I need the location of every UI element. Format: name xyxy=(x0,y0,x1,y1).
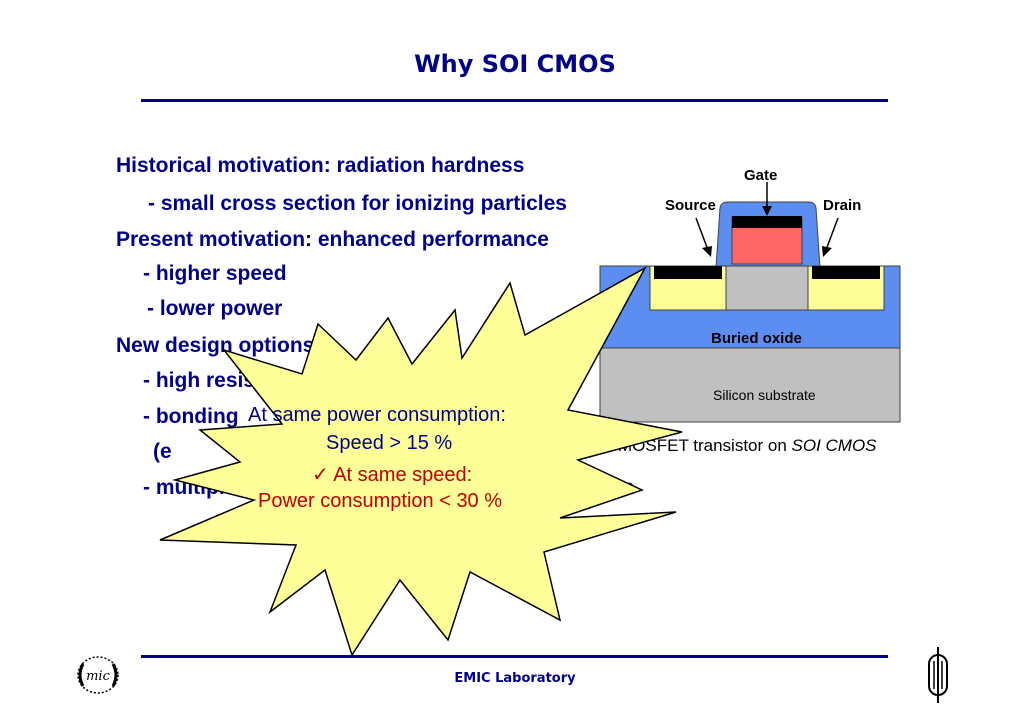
drain-label: Drain xyxy=(823,197,862,214)
bullet-bonding-detail: (e xyxy=(153,440,172,463)
diagram-caption: MOSFET transistor on SOI CMOS xyxy=(618,436,877,456)
buried-oxide-label: Buried oxide xyxy=(711,330,802,347)
silicon-substrate xyxy=(599,347,901,423)
university-emblem xyxy=(928,647,948,703)
emic-logo: mic xyxy=(77,656,119,694)
bullet-cross-section: - small cross section for ionizing parti… xyxy=(148,192,567,215)
callout-line-power: At same power consumption: xyxy=(248,404,506,426)
source-contact xyxy=(654,266,722,279)
caption-emphasis: SOI CMOS xyxy=(791,436,877,455)
drain-arrow-head xyxy=(822,246,832,257)
bullet-bonding: - bonding xyxy=(143,405,239,428)
gate-arrow-head xyxy=(762,206,772,216)
gate-label: Gate xyxy=(744,167,778,184)
drain-arrow xyxy=(825,217,839,251)
substrate-label: Silicon substrate xyxy=(713,387,816,403)
svg-text:mic: mic xyxy=(86,669,110,684)
source-arrow xyxy=(695,217,709,251)
callout-line-speed: Speed > 15 % xyxy=(326,432,453,454)
slide-title: Why SOI CMOS xyxy=(414,50,616,78)
bullet-historical: Historical motivation: radiation hardnes… xyxy=(116,154,525,177)
callout-line-same-speed: ✓ At same speed: xyxy=(312,462,472,487)
bullet-present: Present motivation: enhanced performance xyxy=(116,228,549,251)
callout-same-speed-text: At same speed: xyxy=(333,464,473,486)
mosfet-diagram xyxy=(599,182,901,423)
bottom-divider xyxy=(141,655,888,658)
drain-contact xyxy=(812,266,880,279)
caption-prefix: MOSFET transistor on xyxy=(618,436,792,455)
bullet-new-design: New design options xyxy=(116,334,315,357)
callout-line-power-consumption: Power consumption < 30 % xyxy=(258,490,503,512)
bullet-lower-power: - lower power xyxy=(147,297,283,320)
gate-contact xyxy=(732,216,802,228)
footer-label: EMIC Laboratory xyxy=(454,671,576,686)
explosion-shape xyxy=(159,266,683,657)
check-icon: ✓ xyxy=(312,464,329,486)
bullet-higher-speed: - higher speed xyxy=(143,262,287,285)
source-arrow-head xyxy=(702,246,712,257)
source-label: Source xyxy=(665,197,716,214)
top-divider xyxy=(141,99,888,102)
